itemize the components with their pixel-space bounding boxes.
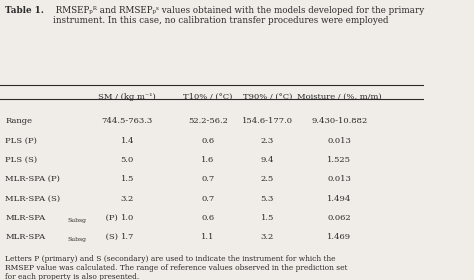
Text: 0.7: 0.7 bbox=[201, 175, 214, 183]
Text: 1.5: 1.5 bbox=[261, 214, 274, 222]
Text: 1.0: 1.0 bbox=[120, 214, 134, 222]
Text: 744.5-763.3: 744.5-763.3 bbox=[101, 117, 153, 125]
Text: SM / (kg m⁻¹): SM / (kg m⁻¹) bbox=[99, 93, 156, 101]
Text: MLR-SPA (S): MLR-SPA (S) bbox=[5, 195, 60, 203]
Text: 0.6: 0.6 bbox=[201, 214, 214, 222]
Text: 9.430-10.882: 9.430-10.882 bbox=[311, 117, 367, 125]
Text: 1.4: 1.4 bbox=[120, 137, 134, 144]
Text: T10% / (°C): T10% / (°C) bbox=[183, 93, 233, 101]
Text: 1.5: 1.5 bbox=[120, 175, 134, 183]
Text: T90% / (°C): T90% / (°C) bbox=[243, 93, 292, 101]
Text: MLR-SPA: MLR-SPA bbox=[5, 214, 45, 222]
Text: 2.3: 2.3 bbox=[261, 137, 274, 144]
Text: 0.7: 0.7 bbox=[201, 195, 214, 203]
Text: 154.6-177.0: 154.6-177.0 bbox=[242, 117, 293, 125]
Text: Subsg: Subsg bbox=[68, 237, 87, 242]
Text: 0.013: 0.013 bbox=[328, 175, 351, 183]
Text: 9.4: 9.4 bbox=[261, 156, 274, 164]
Text: Range: Range bbox=[5, 117, 32, 125]
Text: 2.5: 2.5 bbox=[261, 175, 274, 183]
Text: 1.6: 1.6 bbox=[201, 156, 214, 164]
Text: 1.494: 1.494 bbox=[327, 195, 352, 203]
Text: MLR-SPA: MLR-SPA bbox=[5, 233, 45, 241]
Text: Subsg: Subsg bbox=[68, 218, 87, 223]
Text: 5.0: 5.0 bbox=[120, 156, 134, 164]
Text: RMSEPₚᴿ and RMSEPₚˢ values obtained with the models developed for the primary
in: RMSEPₚᴿ and RMSEPₚˢ values obtained with… bbox=[53, 6, 424, 25]
Text: Moisture / (%, m/m): Moisture / (%, m/m) bbox=[297, 93, 382, 101]
Text: 1.525: 1.525 bbox=[328, 156, 351, 164]
Text: 0.062: 0.062 bbox=[328, 214, 351, 222]
Text: 0.6: 0.6 bbox=[201, 137, 214, 144]
Text: 1.469: 1.469 bbox=[327, 233, 351, 241]
Text: 52.2-56.2: 52.2-56.2 bbox=[188, 117, 228, 125]
Text: 1.1: 1.1 bbox=[201, 233, 215, 241]
Text: MLR-SPA (P): MLR-SPA (P) bbox=[5, 175, 60, 183]
Text: 5.3: 5.3 bbox=[261, 195, 274, 203]
Text: PLS (P): PLS (P) bbox=[5, 137, 37, 144]
Text: (P): (P) bbox=[103, 214, 118, 222]
Text: 3.2: 3.2 bbox=[261, 233, 274, 241]
Text: Letters P (primary) and S (secondary) are used to indicate the instrument for wh: Letters P (primary) and S (secondary) ar… bbox=[5, 255, 347, 280]
Text: 3.2: 3.2 bbox=[120, 195, 134, 203]
Text: (S): (S) bbox=[103, 233, 118, 241]
Text: PLS (S): PLS (S) bbox=[5, 156, 37, 164]
Text: 0.013: 0.013 bbox=[328, 137, 351, 144]
Text: Table 1.: Table 1. bbox=[5, 6, 44, 15]
Text: 1.7: 1.7 bbox=[120, 233, 134, 241]
